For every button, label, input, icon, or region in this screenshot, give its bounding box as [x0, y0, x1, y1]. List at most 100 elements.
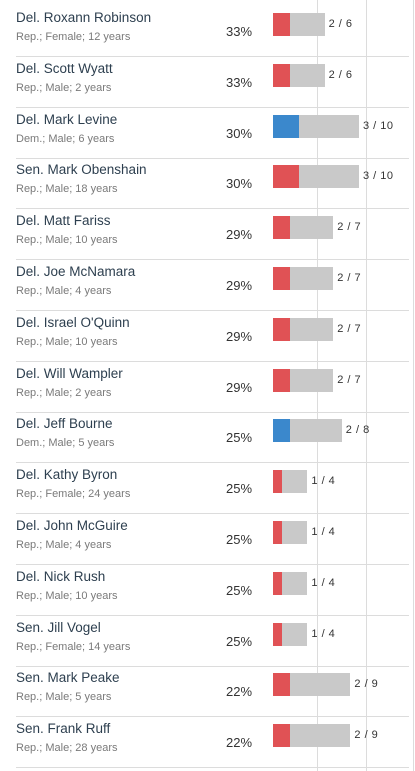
legislator-name-link[interactable]: Sen. Mark Obenshain: [16, 162, 147, 178]
ratio-bar-fill: [273, 724, 291, 748]
gridline: [413, 0, 414, 771]
ratio-bar-fill: [273, 13, 291, 36]
percentage-value: 22%: [226, 684, 253, 700]
list-item: Del. John McGuire Rep.; Male; 4 years 25% 1…: [16, 515, 409, 565]
list-item: Del. Roxann Robinson Rep.; Female; 12 yea…: [16, 7, 409, 57]
ratio-label: 2 / 9: [354, 729, 379, 742]
list-item: Sen. Frank Ruff Rep.; Male; 28 years 22% 2 …: [16, 718, 409, 769]
ratio-label: 2 / 8: [345, 424, 370, 437]
legislator-details: Rep.; Male; 10 years: [16, 234, 118, 247]
ratio-label: 2 / 9: [354, 678, 379, 691]
legislator-details: Rep.; Female; 24 years: [16, 488, 131, 501]
ratio-bar: [273, 267, 334, 290]
list-item: Sen. Mark Obenshain Rep.; Male; 18 years 3…: [16, 159, 409, 210]
legislator-name-link[interactable]: Del. Kathy Byron: [16, 467, 118, 483]
ratio-bar: [273, 114, 359, 138]
ratio-bar-fill: [273, 63, 291, 87]
legislator-name-link[interactable]: Sen. Mark Peake: [16, 670, 120, 686]
legislator-name-link[interactable]: Del. Scott Wyatt: [16, 60, 113, 76]
ratio-bar-fill: [273, 317, 291, 341]
list-item: Sen. Mark Peake Rep.; Male; 5 years 22% 2 /…: [16, 667, 409, 718]
percentage-value: 29%: [226, 227, 253, 243]
ratio-label: 1 / 4: [311, 627, 336, 640]
ratio-bar-fill: [273, 673, 291, 697]
ratio-bar: [273, 368, 334, 392]
legislator-name-link[interactable]: Del. Matt Fariss: [16, 213, 111, 229]
ratio-bar-fill: [273, 571, 282, 595]
legislator-name-link[interactable]: Del. Mark Levine: [16, 111, 118, 127]
legislator-details: Rep.; Male; 4 years: [16, 285, 112, 297]
list-item: Del. Nick Rush Rep.; Male; 10 years 25% 1 /…: [16, 566, 409, 616]
list-item: Del. Israel O'Quinn Rep.; Male; 10 years 2…: [16, 312, 409, 362]
percentage-value: 25%: [226, 582, 253, 598]
legislator-details: Rep.; Male; 28 years: [16, 742, 118, 755]
ratio-bar: [273, 521, 308, 544]
ratio-label: 3 / 10: [363, 119, 394, 132]
percentage-value: 33%: [226, 24, 253, 39]
ratio-label: 1 / 4: [311, 576, 336, 589]
ratio-label: 2 / 7: [337, 373, 362, 386]
legislator-name-link[interactable]: Sen. Frank Ruff: [16, 721, 111, 737]
legislator-details: Rep.; Male; 10 years: [16, 335, 118, 348]
legislator-name-link[interactable]: Del. Will Wampler: [16, 365, 123, 381]
legislator-details: Rep.; Female; 12 years: [16, 31, 131, 43]
ratio-bar-fill: [273, 419, 291, 443]
legislator-details: Dem.; Male; 6 years: [16, 132, 115, 145]
ratio-bar: [273, 470, 308, 494]
ratio-bar-fill: [273, 521, 282, 544]
percentage-value: 25%: [226, 532, 253, 547]
ratio-bar: [273, 673, 351, 697]
ratio-bar-fill: [273, 114, 299, 138]
ratio-bar-fill: [273, 165, 299, 189]
ratio-bar: [273, 419, 342, 443]
legislator-details: Rep.; Female; 14 years: [16, 640, 131, 653]
percentage-value: 29%: [226, 328, 253, 344]
percentage-value: 25%: [226, 481, 253, 497]
percentage-value: 25%: [226, 430, 253, 446]
legislator-name-link[interactable]: Del. Jeff Bourne: [16, 416, 113, 432]
legislator-details: Dem.; Male; 5 years: [16, 437, 115, 450]
percentage-value: 30%: [226, 125, 253, 141]
ratio-bar-fill: [273, 267, 291, 290]
list-item: Del. Will Wampler Rep.; Male; 2 years 29% 2…: [16, 363, 409, 413]
ratio-label: 1 / 4: [311, 475, 336, 488]
legislator-name-link[interactable]: Del. Roxann Robinson: [16, 10, 152, 25]
ratio-label: 3 / 10: [363, 170, 394, 183]
legislator-details: Rep.; Male; 4 years: [16, 539, 112, 551]
ratio-label: 2 / 6: [328, 68, 353, 81]
percentage-value: 33%: [226, 74, 253, 90]
list-item: Del. Matt Fariss Rep.; Male; 10 years 29% 2…: [16, 210, 409, 261]
ratio-bar-fill: [273, 622, 282, 646]
legislator-details: Rep.; Male; 2 years: [16, 81, 112, 94]
legislator-details: Rep.; Male; 18 years: [16, 183, 118, 196]
list-item: Del. Scott Wyatt Rep.; Male; 2 years 33% 2 …: [16, 58, 409, 108]
legislator-name-link[interactable]: Del. Nick Rush: [16, 568, 106, 584]
ratio-bar: [273, 571, 308, 595]
list-item: Del. Jeff Bourne Dem.; Male; 5 years 25% 2 …: [16, 413, 409, 464]
legislator-name-link[interactable]: Del. Israel O'Quinn: [16, 314, 130, 330]
ratio-bar: [273, 13, 325, 36]
ratio-bar: [273, 63, 325, 87]
legislator-name-link[interactable]: Sen. Jill Vogel: [16, 619, 101, 635]
ratio-label: 2 / 6: [328, 18, 353, 30]
ratio-bar-fill: [273, 470, 282, 494]
legislator-name-link[interactable]: Del. Joe McNamara: [16, 264, 136, 279]
list-item: Sen. Jill Vogel Rep.; Female; 14 years 25%…: [16, 617, 409, 667]
ratio-label: 2 / 7: [337, 272, 362, 284]
list-item: Del. Kathy Byron Rep.; Female; 24 years 25…: [16, 464, 409, 515]
list-item: Del. Mark Levine Dem.; Male; 6 years 30% 3 …: [16, 109, 409, 159]
ratio-bar: [273, 622, 308, 646]
legislator-details: Rep.; Male; 10 years: [16, 589, 118, 602]
percentage-value: 29%: [226, 379, 253, 395]
ratio-label: 2 / 7: [337, 221, 362, 234]
list-item: Del. Joe McNamara Rep.; Male; 4 years 29% 2…: [16, 261, 409, 311]
ratio-label: 1 / 4: [311, 526, 336, 538]
ratio-bar: [273, 724, 351, 748]
percentage-value: 22%: [226, 735, 253, 751]
legislator-details: Rep.; Male; 2 years: [16, 386, 112, 399]
percentage-value: 30%: [226, 176, 253, 192]
percentage-value: 29%: [226, 278, 253, 293]
ratio-bar-fill: [273, 216, 291, 240]
legislator-name-link[interactable]: Del. John McGuire: [16, 518, 128, 533]
